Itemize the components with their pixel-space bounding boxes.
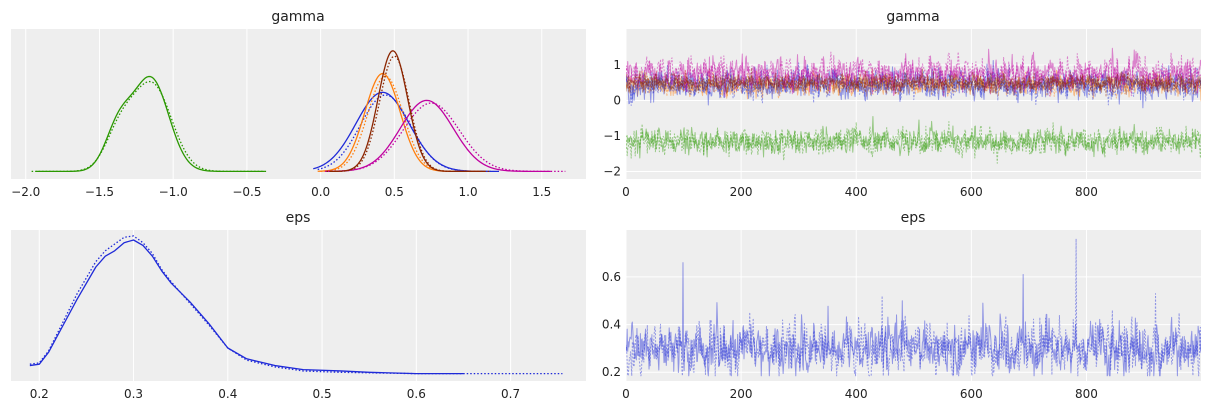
series-line-5 xyxy=(626,62,1201,106)
plot-area xyxy=(626,29,1201,179)
y-tick-label: 0.2 xyxy=(602,365,621,379)
y-tick-label: 1 xyxy=(613,58,621,72)
x-tick-label: 1.0 xyxy=(459,185,478,199)
x-tick-label: 400 xyxy=(845,387,868,401)
x-tick-label: 200 xyxy=(730,185,753,199)
x-tick-label: 0.6 xyxy=(407,387,426,401)
x-tick-label: 0.0 xyxy=(311,185,330,199)
series-group xyxy=(626,238,1201,377)
series-line-8 xyxy=(626,68,1201,95)
panel-eps-kde: eps 0.2 0.3 0.4 0.5 0.6 0.7 xyxy=(11,210,586,401)
plot-area xyxy=(11,29,586,179)
plot-area xyxy=(626,230,1201,381)
x-tick-label: 800 xyxy=(1075,185,1098,199)
series-line-1 xyxy=(626,238,1201,377)
series-line-3 xyxy=(626,67,1201,100)
series-line-2 xyxy=(626,68,1201,102)
series-line-7 xyxy=(327,102,566,173)
x-tick-label: 600 xyxy=(960,387,983,401)
series-line-5 xyxy=(320,75,483,173)
x-tick-label: 0.2 xyxy=(30,387,49,401)
panel-title: eps xyxy=(901,210,926,226)
panel-title: gamma xyxy=(886,9,939,25)
x-tick-label: 400 xyxy=(845,185,868,199)
x-tick-label: 200 xyxy=(730,387,753,401)
panel-gamma-kde: gamma −2.0 −1.5 −1.0 −0.5 0.0 0.5 1.0 1.5 xyxy=(11,9,586,199)
series-line-3 xyxy=(317,94,494,173)
x-tick-label: 1.5 xyxy=(532,185,551,199)
series-line-7 xyxy=(626,51,1201,98)
panel-title: eps xyxy=(286,210,311,226)
y-tick-label: −1 xyxy=(603,129,621,143)
x-tick-label: −1.0 xyxy=(159,185,188,199)
series-line-0 xyxy=(626,116,1201,159)
x-tick-label: 0.5 xyxy=(385,185,404,199)
plot-area xyxy=(11,230,586,381)
x-tick-label: 0 xyxy=(622,387,630,401)
x-tick-label: 0.4 xyxy=(218,387,237,401)
y-tick-label: 0 xyxy=(613,93,621,107)
series-line-9 xyxy=(626,67,1201,98)
x-tick-label: 600 xyxy=(960,185,983,199)
y-tick-label: −2 xyxy=(603,164,621,178)
x-tick-label: −1.5 xyxy=(85,185,114,199)
y-tick-label: 0.4 xyxy=(602,318,621,332)
x-tick-label: 800 xyxy=(1075,387,1098,401)
x-tick-label: 0.5 xyxy=(313,387,332,401)
x-tick-label: −2.0 xyxy=(11,185,40,199)
panel-gamma-trace: gamma 0 200 400 600 800 −2 −1 0 1 xyxy=(603,9,1201,199)
series-line-1 xyxy=(626,121,1201,164)
panel-title: gamma xyxy=(271,9,324,25)
x-tick-label: 0 xyxy=(622,185,630,199)
series-line-0 xyxy=(626,262,1201,377)
series-line-4 xyxy=(626,59,1201,109)
y-tick-label: 0.6 xyxy=(602,270,621,284)
series-group xyxy=(29,235,563,375)
panel-eps-trace: eps 0 200 400 600 800 0.2 0.4 0.6 xyxy=(602,210,1201,401)
series-group xyxy=(31,50,566,173)
x-tick-label: −0.5 xyxy=(232,185,261,199)
series-group xyxy=(626,47,1201,164)
x-tick-label: 0.3 xyxy=(124,387,143,401)
series-line-0 xyxy=(29,239,464,375)
series-line-6 xyxy=(626,47,1201,98)
series-line-1 xyxy=(29,235,563,375)
series-line-1 xyxy=(31,80,268,173)
x-tick-label: 0.7 xyxy=(501,387,520,401)
